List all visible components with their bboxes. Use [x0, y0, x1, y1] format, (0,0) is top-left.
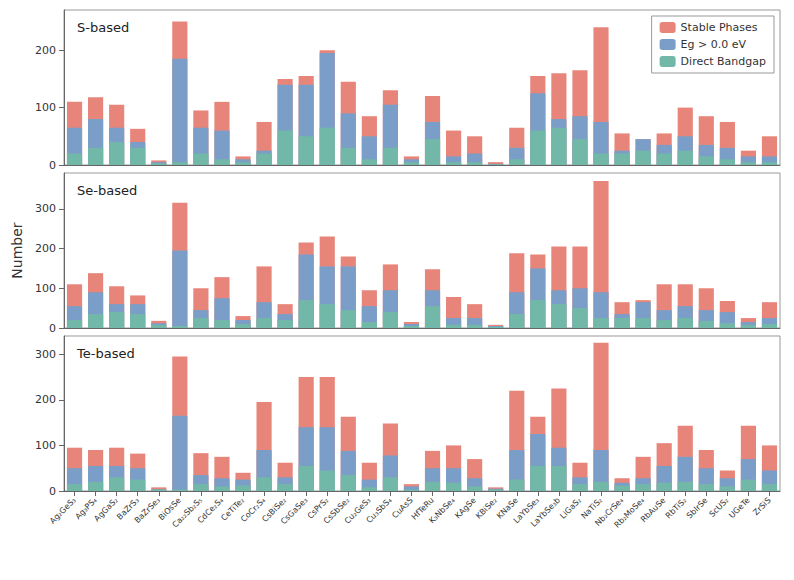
- svg-text:Ag₃PS₄: Ag₃PS₄: [73, 495, 99, 522]
- svg-text:RbAuSe: RbAuSe: [639, 496, 667, 524]
- svg-text:200: 200: [35, 44, 56, 57]
- svg-text:KBiSe₂: KBiSe₂: [474, 496, 499, 521]
- svg-text:CeTiTe₂: CeTiTe₂: [219, 495, 247, 523]
- svg-text:LaYbSe₃: LaYbSe₃: [511, 495, 541, 526]
- svg-text:CoCr₂S₄: CoCr₂S₄: [239, 495, 268, 524]
- svg-text:Stable Phases: Stable Phases: [681, 21, 758, 34]
- svg-text:RbTiS₂: RbTiS₂: [664, 496, 689, 521]
- svg-text:Ca₂₂Sb₂S₅: Ca₂₂Sb₂S₅: [170, 496, 204, 530]
- svg-text:AgGaS₂: AgGaS₂: [92, 496, 119, 523]
- svg-text:ZrSiS: ZrSiS: [751, 496, 772, 517]
- svg-text:200: 200: [35, 393, 56, 406]
- svg-text:Se-based: Se-based: [77, 183, 137, 198]
- svg-text:BaZrS₃: BaZrS₃: [115, 495, 141, 522]
- svg-text:Rb₂MoSe₄: Rb₂MoSe₄: [613, 496, 647, 530]
- svg-text:300: 300: [35, 348, 56, 361]
- svg-text:CuAsS: CuAsS: [390, 495, 415, 521]
- svg-text:Number: Number: [9, 222, 25, 278]
- svg-text:UGeTe: UGeTe: [727, 496, 751, 520]
- svg-text:0: 0: [49, 322, 56, 335]
- svg-text:SbIrSe: SbIrSe: [685, 496, 710, 521]
- svg-text:Ag₂GeS₃: Ag₂GeS₃: [48, 496, 78, 526]
- svg-text:HfTeRu: HfTeRu: [409, 495, 436, 522]
- svg-text:100: 100: [35, 282, 56, 295]
- svg-text:Nb₂CrSe₄: Nb₂CrSe₄: [593, 495, 626, 528]
- svg-text:0: 0: [49, 159, 56, 172]
- svg-text:Eg > 0.0 eV: Eg > 0.0 eV: [681, 38, 747, 51]
- svg-text:CdCe₂S₄: CdCe₂S₄: [196, 496, 225, 525]
- svg-text:KNaSe: KNaSe: [495, 495, 520, 521]
- svg-text:100: 100: [35, 101, 56, 114]
- svg-text:LaYbSe₃b: LaYbSe₃b: [529, 496, 562, 529]
- svg-text:300: 300: [35, 202, 56, 215]
- svg-text:0: 0: [49, 485, 56, 498]
- svg-text:NaTiS₂: NaTiS₂: [579, 495, 605, 521]
- svg-text:Direct Bandgap: Direct Bandgap: [681, 55, 766, 68]
- svg-text:ScUS₂: ScUS₂: [707, 496, 730, 519]
- svg-text:CsGaSe₃: CsGaSe₃: [279, 496, 309, 526]
- svg-text:Te-based: Te-based: [76, 346, 135, 361]
- svg-text:Cu₂GeS₃: Cu₂GeS₃: [342, 495, 373, 526]
- svg-text:S-based: S-based: [77, 20, 129, 35]
- svg-text:200: 200: [35, 242, 56, 255]
- svg-text:K₃NbSe₄: K₃NbSe₄: [427, 496, 456, 525]
- svg-text:CsSbSe₂: CsSbSe₂: [321, 495, 352, 526]
- svg-text:100: 100: [35, 439, 56, 452]
- svg-text:CsBiSe₂: CsBiSe₂: [260, 495, 289, 524]
- svg-text:BaZrSe₃: BaZrSe₃: [133, 496, 162, 525]
- svg-text:LiGaS₂: LiGaS₂: [558, 496, 583, 521]
- svg-text:BiOsSe: BiOsSe: [156, 495, 183, 523]
- svg-text:Cu₃SbS₄: Cu₃SbS₄: [364, 496, 393, 525]
- svg-text:KAgSe: KAgSe: [453, 496, 478, 521]
- svg-text:CsPrS₂: CsPrS₂: [305, 495, 331, 521]
